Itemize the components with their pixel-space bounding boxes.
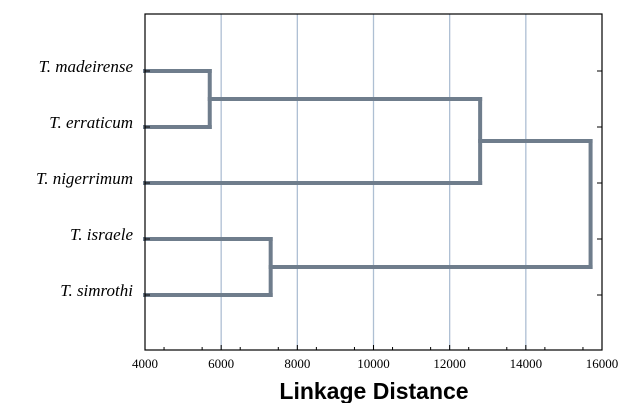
x-axis-title: Linkage Distance (279, 378, 468, 403)
x-tick-label: 16000 (586, 356, 619, 371)
leaf-label: T. israele (70, 225, 133, 244)
x-tick-label: 12000 (433, 356, 466, 371)
x-tick-label: 14000 (510, 356, 543, 371)
leaf-label: T. simrothi (60, 281, 133, 300)
x-tick-labels: 4000 6000 8000 10000 12000 14000 16000 (132, 356, 618, 371)
x-tick-label: 6000 (208, 356, 234, 371)
leaf-label: T. madeirense (39, 57, 134, 76)
x-tick-label: 10000 (357, 356, 390, 371)
leaf-labels: T. madeirense T. erraticum T. nigerrimum T.… (36, 57, 133, 300)
leaf-label: T. nigerrimum (36, 169, 133, 188)
axis-ticks (144, 70, 603, 350)
leaf-label: T. erraticum (49, 113, 133, 132)
x-tick-label: 4000 (132, 356, 158, 371)
dendrogram-links (143, 69, 593, 297)
x-tick-label: 8000 (284, 356, 310, 371)
